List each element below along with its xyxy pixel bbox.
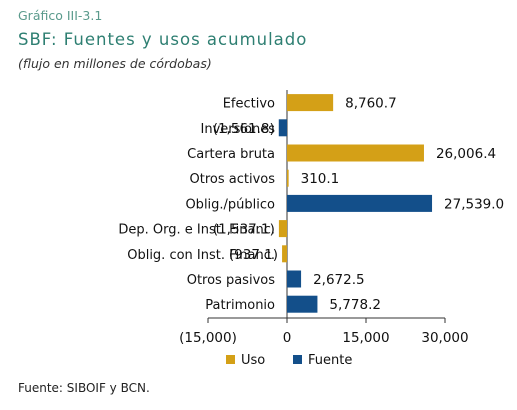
bar-3 [287,169,289,187]
legend-label-uso: Uso [241,353,265,368]
category-label-1: Inversiones [201,122,276,137]
value-label-3: 310.1 [301,171,340,187]
value-label-5: (1,537.1) [213,222,275,238]
category-label-6: Oblig. con Inst. Financ. [127,248,275,263]
bar-7 [287,270,302,288]
category-label-4: Oblig./público [185,197,275,212]
value-label-0: 8,760.7 [345,96,397,112]
chart-subtitle: (flujo en millones de córdobas) [18,56,212,71]
bar-6 [282,245,287,263]
chart-title: SBF: Fuentes y usos acumulado [18,30,308,49]
value-label-4: 27,539.0 [444,196,504,212]
value-label-6: (937.1) [229,247,278,263]
category-label-3: Otros activos [190,172,276,187]
category-label-5: Dep. Org. e Inst. Financ. [118,223,275,238]
legend-swatch-fuente [293,355,302,364]
value-label-1: (1,561.8) [213,121,275,137]
x-tick-label-1: 0 [283,330,292,346]
x-tick-label-0: (15,000) [179,330,237,346]
bar-5 [278,220,287,238]
bar-0 [287,94,334,112]
category-label-2: Cartera bruta [187,147,275,162]
value-label-7: 2,672.5 [313,272,365,288]
value-label-8: 5,778.2 [329,297,381,313]
x-tick-label-3: 30,000 [421,330,468,346]
bar-8 [287,295,318,313]
category-label-0: Efectivo [223,97,275,112]
bar-4 [287,194,433,212]
x-tick-label-2: 15,000 [342,330,389,346]
value-label-2: 26,006.4 [436,146,496,162]
figure-label: Gráfico III-3.1 [18,8,103,23]
category-label-8: Patrimonio [205,298,275,313]
bar-1 [278,119,287,137]
bar-2 [287,144,424,162]
source-note: Fuente: SIBOIF y BCN. [18,381,150,395]
legend-swatch-uso [226,355,235,364]
legend-label-fuente: Fuente [308,353,352,368]
category-label-7: Otros pasivos [187,273,275,288]
